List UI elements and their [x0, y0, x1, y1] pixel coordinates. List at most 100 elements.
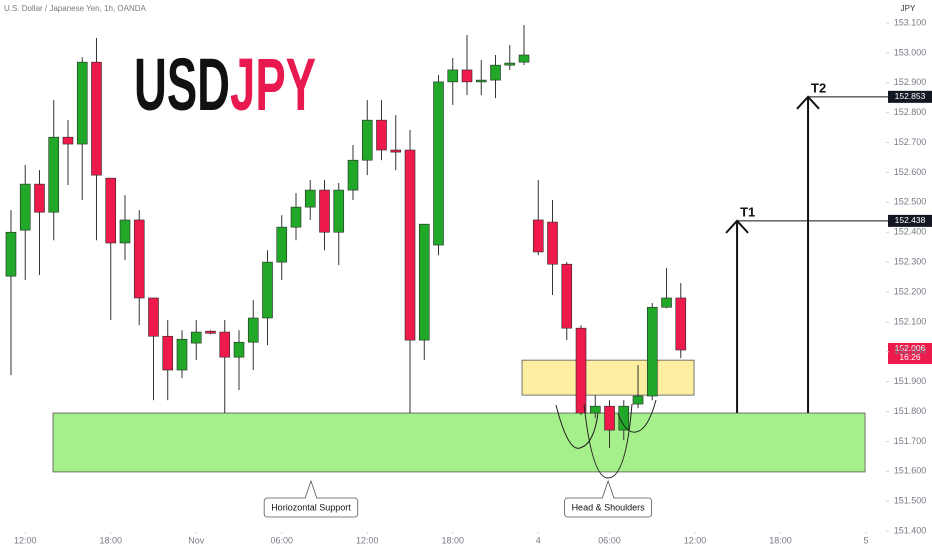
target-name: T2: [811, 80, 826, 95]
x-tick-label: 06:00: [598, 535, 621, 545]
candle-body: [347, 159, 359, 191]
x-tick-label: 06:00: [270, 535, 293, 545]
candle-body: [390, 149, 402, 153]
candle-body: [589, 405, 601, 414]
candle-body: [91, 61, 102, 176]
y-tick-label: 152.800: [894, 107, 927, 117]
candle-body: [646, 306, 658, 397]
candle-body: [361, 119, 373, 161]
y-tick-label: 151.900: [894, 376, 927, 386]
candle-body: [133, 219, 145, 299]
candle-body: [119, 219, 131, 244]
candle-body: [319, 189, 330, 233]
candle-body: [604, 405, 615, 431]
y-tick-label: 153.000: [894, 47, 927, 57]
target-arrow-head: [725, 219, 749, 234]
x-tick-label: 18:00: [769, 535, 792, 545]
y-tick-label: 152.100: [894, 316, 927, 326]
candle-body: [262, 261, 273, 319]
candle-body: [661, 297, 672, 308]
candle-body: [404, 149, 416, 341]
candle-body: [247, 317, 259, 343]
x-tick-label: Nov: [188, 535, 205, 545]
candle-body: [76, 61, 88, 145]
callout: Horiozontal Support: [263, 479, 359, 518]
candle-body: [34, 183, 45, 213]
callout: Head & Shoulders: [564, 479, 653, 518]
y-tick-label: 152.700: [894, 137, 927, 147]
right-shoulder: [617, 399, 657, 433]
y-tick-label: 152.600: [894, 167, 927, 177]
candle-body: [447, 69, 459, 83]
candle-body: [461, 69, 473, 83]
candle-body: [162, 335, 174, 371]
target-price-tag: [888, 214, 932, 227]
y-tick-label: 152.400: [894, 227, 927, 237]
zones: [52, 359, 866, 473]
callout-text: Horiozontal Support: [271, 502, 351, 512]
candle-body: [504, 62, 516, 66]
candle-body: [176, 338, 188, 371]
candle-body: [5, 231, 17, 277]
y-tick-label: 151.700: [894, 436, 927, 446]
x-tick-label: 12:00: [14, 535, 37, 545]
candle-body: [233, 341, 245, 358]
candle-body: [532, 219, 544, 253]
y-axis-label: JPY: [901, 4, 916, 13]
x-tick-label: 12:00: [684, 535, 707, 545]
x-tick-label: 4: [536, 535, 541, 545]
y-tick-label: 153.100: [894, 17, 927, 27]
candle-body: [304, 189, 316, 208]
callout-text: Head & Shoulders: [572, 502, 646, 512]
y-tick-label: 152.900: [894, 77, 927, 87]
candle-body: [547, 221, 558, 265]
y-tick-label: 151.600: [894, 466, 927, 476]
candle-body: [219, 331, 231, 358]
x-tick-label: 5: [864, 535, 869, 545]
target-price-tag: [888, 90, 932, 103]
countdown: 16:26: [899, 352, 921, 362]
callout-pointer: [304, 479, 318, 499]
candle-body: [205, 330, 216, 334]
head-shoulders-curves: [555, 399, 657, 479]
x-tick-label: 12:00: [356, 535, 379, 545]
head: [583, 403, 633, 479]
candle-body: [376, 119, 387, 151]
candle-body: [48, 136, 60, 213]
y-tick-label: 151.500: [894, 496, 927, 506]
candle-body: [290, 206, 302, 228]
candle-body: [433, 81, 444, 246]
candle-body: [276, 226, 288, 263]
candle-body: [632, 395, 644, 405]
chart-title: U.S. Dollar / Japanese Yen, 1h, OANDA: [4, 4, 147, 13]
candle-body: [675, 297, 687, 351]
candle-body: [518, 54, 530, 63]
target-price: 152.438: [895, 215, 926, 225]
candle-body: [19, 183, 31, 231]
y-tick-label: 152.200: [894, 286, 927, 296]
y-tick-label: 151.400: [894, 525, 927, 535]
zone: [52, 412, 866, 473]
target-price: 152.853: [895, 91, 926, 101]
candle-body: [475, 79, 487, 83]
y-tick-label: 151.800: [894, 406, 927, 416]
candle-body: [561, 263, 573, 329]
candle-body: [105, 177, 117, 244]
symbol-base: USD: [134, 43, 230, 126]
candle-body: [190, 331, 202, 344]
candle-body: [148, 297, 159, 337]
last-price: 152.006: [895, 343, 926, 353]
symbol: USDJPY: [134, 43, 316, 126]
target-name: T1: [740, 204, 755, 219]
candles: [5, 25, 687, 449]
y-tick-label: 152.000: [894, 346, 927, 356]
candle-body: [618, 405, 630, 431]
callout-pointer: [601, 479, 615, 499]
x-tick-label: 18:00: [99, 535, 122, 545]
symbol-quote: JPY: [230, 43, 316, 126]
candle-body: [333, 189, 345, 233]
candle-body: [575, 327, 587, 414]
